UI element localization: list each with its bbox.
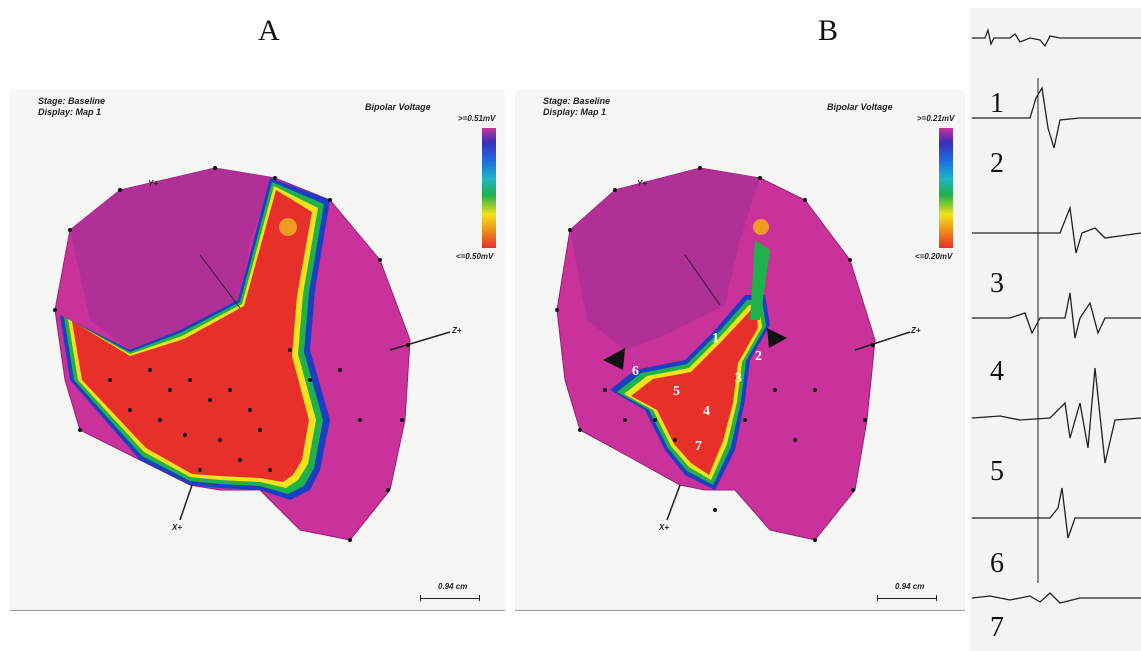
legend-max-label: >=0.51mV: [458, 114, 496, 123]
site-label: 4: [703, 404, 710, 419]
arrowhead-right: [767, 328, 787, 348]
stage-label: Stage: Baseline: [543, 96, 611, 106]
display-label: Display: Map 1: [38, 107, 102, 117]
scale-label: 0.94 cm: [438, 582, 468, 591]
electrogram-strip: 1 2 3 4 5 6 7: [970, 8, 1141, 651]
legend-min-label: <=0.20mV: [915, 252, 953, 261]
scale-label: 0.94 cm: [895, 582, 925, 591]
site-label: 3: [735, 371, 742, 386]
egm-trace-1: [972, 86, 1141, 149]
map-title: Bipolar Voltage: [365, 102, 431, 112]
panel-a-voltage-map: Stage: Baseline Display: Map 1 Bipolar V…: [10, 90, 505, 611]
electrogram-traces: [971, 27, 1141, 604]
trace-label: 3: [990, 268, 1004, 299]
scar-region: [631, 310, 758, 475]
egm-trace-6: [971, 592, 1141, 604]
scale-bar: [420, 595, 480, 601]
scale-bar: [877, 595, 937, 601]
voltage-map-a: Z+ Y+ X+: [53, 166, 462, 542]
marker-dot: [279, 218, 297, 236]
trace-label: 1: [990, 88, 1004, 119]
panel-a-label: A: [258, 14, 280, 47]
voltage-map-b: Z+ Y+ X+ 1 2 3 4 5 6 7: [555, 166, 921, 542]
site-label: 5: [673, 384, 680, 399]
axis-x-label: X+: [658, 523, 669, 532]
site-label: 2: [755, 349, 762, 364]
panel-b-voltage-map: Stage: Baseline Display: Map 1 Bipolar V…: [515, 90, 965, 611]
color-scale-bar: [482, 128, 496, 248]
arrowhead-left: [603, 348, 625, 370]
trace-label: 5: [990, 456, 1004, 487]
cavity-shade: [570, 168, 760, 350]
marker-dot: [753, 219, 769, 235]
panel-b-label: B: [818, 14, 839, 47]
trace-label: 6: [990, 548, 1004, 579]
axis-x-label: X+: [171, 523, 182, 532]
egm-trace-0: [972, 27, 1141, 48]
cavity-shade: [70, 168, 275, 350]
border-blue-strip: [750, 240, 770, 320]
mapping-points: [53, 166, 410, 542]
axis-z-label: Z+: [910, 326, 921, 335]
stage-label: Stage: Baseline: [38, 96, 106, 106]
egm-trace-5: [972, 487, 1141, 539]
egm-trace-2: [972, 205, 1141, 254]
scar-region: [72, 190, 312, 482]
legend-max-label: >=0.21mV: [917, 114, 955, 123]
trace-label: 4: [990, 356, 1004, 387]
site-label: 7: [695, 439, 702, 454]
axis-y-label: Y+: [148, 179, 158, 188]
color-scale-bar: [939, 128, 953, 248]
site-label: 1: [712, 331, 719, 346]
egm-trace-3: [972, 292, 1141, 339]
trace-label: 7: [990, 612, 1004, 643]
legend-min-label: <=0.50mV: [456, 252, 494, 261]
axis-y-label: Y+: [637, 179, 647, 188]
trace-label: 2: [990, 148, 1004, 179]
mapping-points: [555, 166, 875, 542]
egm-trace-4: [971, 367, 1141, 464]
map-title: Bipolar Voltage: [827, 102, 893, 112]
axis-z-label: Z+: [451, 326, 462, 335]
site-label: 6: [632, 364, 639, 379]
display-label: Display: Map 1: [543, 107, 607, 117]
